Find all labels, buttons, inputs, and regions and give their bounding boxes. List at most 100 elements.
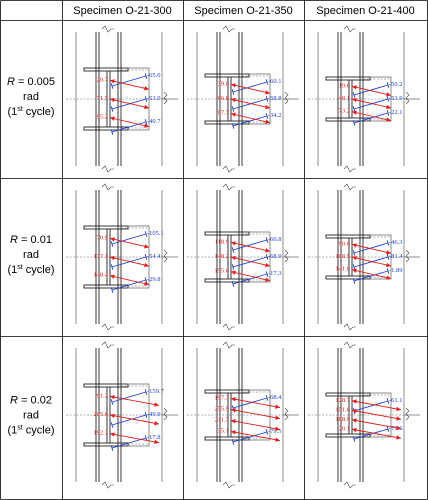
- strut-end-bar: [110, 287, 114, 293]
- strut-end-bar: [144, 412, 148, 418]
- row-unit: rad: [23, 410, 39, 422]
- compression-value: -1.89: [389, 267, 403, 274]
- strut-end-bar: [265, 271, 269, 277]
- arrow-head: [352, 110, 357, 115]
- tension-arrow: [351, 419, 402, 430]
- compression-strut: [111, 414, 147, 426]
- arrow-head: [231, 97, 236, 103]
- compression-strut: [232, 115, 268, 127]
- break-mark: [101, 481, 114, 489]
- tension-value: 19.6: [339, 82, 351, 89]
- compression-value: -22.1: [389, 109, 403, 116]
- compression-value: -61.1: [389, 397, 403, 404]
- cycle-end: cycle): [23, 106, 55, 118]
- tension-arrow: [109, 79, 150, 90]
- cycle-sup: st: [17, 264, 23, 271]
- tension-arrow: [109, 98, 150, 109]
- tension-arrow: [109, 256, 150, 267]
- compression-strut: [232, 98, 268, 110]
- break-mark: [343, 481, 356, 489]
- panel-zone: [120, 67, 150, 131]
- beam-bottom-flange: [83, 126, 129, 131]
- beam-bottom-flange: [325, 117, 371, 122]
- arrow-head: [231, 112, 236, 117]
- break-mark: [405, 407, 410, 421]
- panel-zone: [241, 389, 271, 441]
- compression-value: -65.0: [147, 72, 161, 79]
- arrow-head: [275, 415, 280, 420]
- tension-arrow: [230, 83, 271, 94]
- compression-value: -159.7: [147, 388, 165, 395]
- row-cycle: (1st cycle): [7, 106, 54, 118]
- arrow-head: [144, 86, 149, 91]
- column-headers: Specimen O-21-300 Specimen O-21-350 Specim…: [73, 5, 414, 17]
- beam-top-flange: [83, 383, 129, 388]
- compression-strut: [111, 233, 147, 245]
- arrow-head: [396, 435, 401, 440]
- panel-zone: [241, 73, 271, 125]
- panel-zone: [120, 225, 150, 289]
- strut-end-bar: [110, 445, 114, 451]
- compression-strut: [111, 391, 147, 403]
- tension-value: 20.7: [97, 76, 109, 83]
- arrow-head: [110, 97, 115, 103]
- compression-strut: [353, 242, 389, 254]
- tension-arrow: [109, 237, 150, 248]
- break-mark: [343, 165, 356, 173]
- break-mark: [222, 323, 235, 331]
- compression-strut: [353, 84, 389, 96]
- strut-end-bar: [352, 250, 356, 256]
- arrow-head: [231, 430, 236, 435]
- strut-end-bar: [265, 429, 269, 435]
- compression-value: -46.3: [389, 239, 403, 246]
- beam-top-flange: [83, 225, 129, 230]
- compression-value: -68.9: [268, 253, 282, 260]
- row-label-r: R = 0.02: [10, 395, 52, 407]
- strut-end-bar: [265, 96, 269, 102]
- arrow-head: [352, 97, 357, 103]
- strut-end-bar: [352, 278, 356, 284]
- arrow-head: [231, 83, 236, 88]
- beam-top-flange: [325, 234, 371, 239]
- break-mark: [284, 407, 289, 421]
- strut-end-bar: [265, 113, 269, 119]
- tension-value: 48.1: [339, 95, 350, 102]
- strut-end-bar: [386, 82, 390, 88]
- compression-strut: [353, 428, 389, 440]
- tension-value: 71.7: [97, 95, 109, 102]
- strut-end-bar: [231, 264, 235, 270]
- beam-bottom-flange: [325, 275, 371, 280]
- strut-end-bar: [352, 436, 356, 442]
- arrow-head: [352, 418, 357, 423]
- arrow-head: [154, 402, 159, 407]
- r-symbol: R: [7, 76, 15, 88]
- tension-arrow: [230, 409, 281, 419]
- compression-strut: [353, 98, 389, 110]
- compression-strut: [353, 112, 389, 124]
- arrow-head: [265, 277, 270, 282]
- tension-value: 197.3: [214, 395, 229, 402]
- beam-bottom-flange: [204, 436, 250, 441]
- strut-end-bar: [110, 129, 114, 135]
- break-mark: [222, 481, 235, 489]
- break-mark: [343, 323, 356, 331]
- tension-value: 205.0: [93, 411, 108, 418]
- r-symbol: R: [10, 395, 18, 407]
- compression-strut: [353, 270, 389, 282]
- cycle-end: cycle): [23, 264, 55, 276]
- tension-value: 66.8: [218, 95, 229, 102]
- break-mark: [343, 341, 356, 349]
- arrow-head: [231, 397, 236, 402]
- panel-r3-c3: -61.1 -77.6 128.7 151.6 188.9 20.1: [308, 341, 420, 489]
- arrow-head: [275, 426, 280, 431]
- tension-value: 118.9: [215, 238, 229, 245]
- tension-arrow: [230, 256, 271, 267]
- break-mark: [163, 91, 168, 105]
- compression-strut: [353, 400, 389, 412]
- break-mark: [163, 249, 168, 263]
- tension-arrow: [351, 428, 402, 439]
- column-header: Specimen O-21-400: [316, 5, 414, 17]
- arrow-head: [386, 117, 391, 122]
- strut-end-bar: [352, 120, 356, 126]
- tension-value: 20.1: [339, 425, 350, 432]
